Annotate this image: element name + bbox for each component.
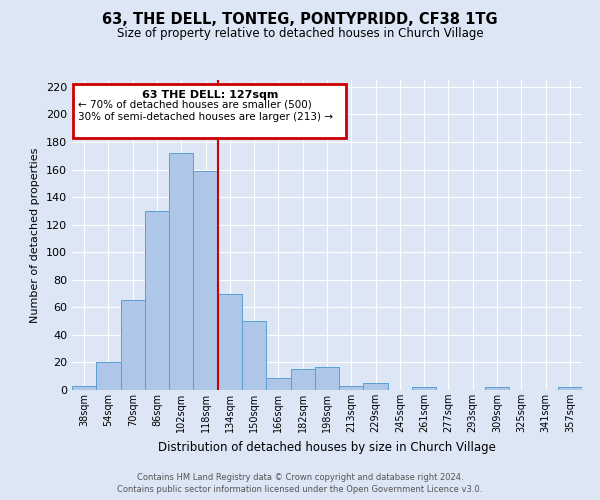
- Text: Contains HM Land Registry data © Crown copyright and database right 2024.: Contains HM Land Registry data © Crown c…: [137, 474, 463, 482]
- Bar: [290, 370, 315, 390]
- Bar: [121, 300, 145, 390]
- Text: 63 THE DELL: 127sqm: 63 THE DELL: 127sqm: [142, 90, 278, 100]
- Bar: [315, 366, 339, 390]
- Bar: [364, 383, 388, 390]
- Y-axis label: Number of detached properties: Number of detached properties: [31, 148, 40, 322]
- Text: Size of property relative to detached houses in Church Village: Size of property relative to detached ho…: [116, 28, 484, 40]
- Text: ← 70% of detached houses are smaller (500): ← 70% of detached houses are smaller (50…: [78, 100, 312, 110]
- Bar: [193, 171, 218, 390]
- Text: Contains public sector information licensed under the Open Government Licence v3: Contains public sector information licen…: [118, 485, 482, 494]
- Bar: [558, 387, 582, 390]
- Bar: [169, 153, 193, 390]
- Bar: [485, 387, 509, 390]
- Bar: [96, 362, 121, 390]
- Bar: [339, 386, 364, 390]
- Bar: [73, 84, 346, 138]
- Text: 30% of semi-detached houses are larger (213) →: 30% of semi-detached houses are larger (…: [78, 112, 333, 122]
- Bar: [72, 386, 96, 390]
- Bar: [412, 387, 436, 390]
- Bar: [266, 378, 290, 390]
- Text: 63, THE DELL, TONTEG, PONTYPRIDD, CF38 1TG: 63, THE DELL, TONTEG, PONTYPRIDD, CF38 1…: [102, 12, 498, 28]
- Bar: [145, 211, 169, 390]
- Bar: [242, 321, 266, 390]
- X-axis label: Distribution of detached houses by size in Church Village: Distribution of detached houses by size …: [158, 440, 496, 454]
- Bar: [218, 294, 242, 390]
